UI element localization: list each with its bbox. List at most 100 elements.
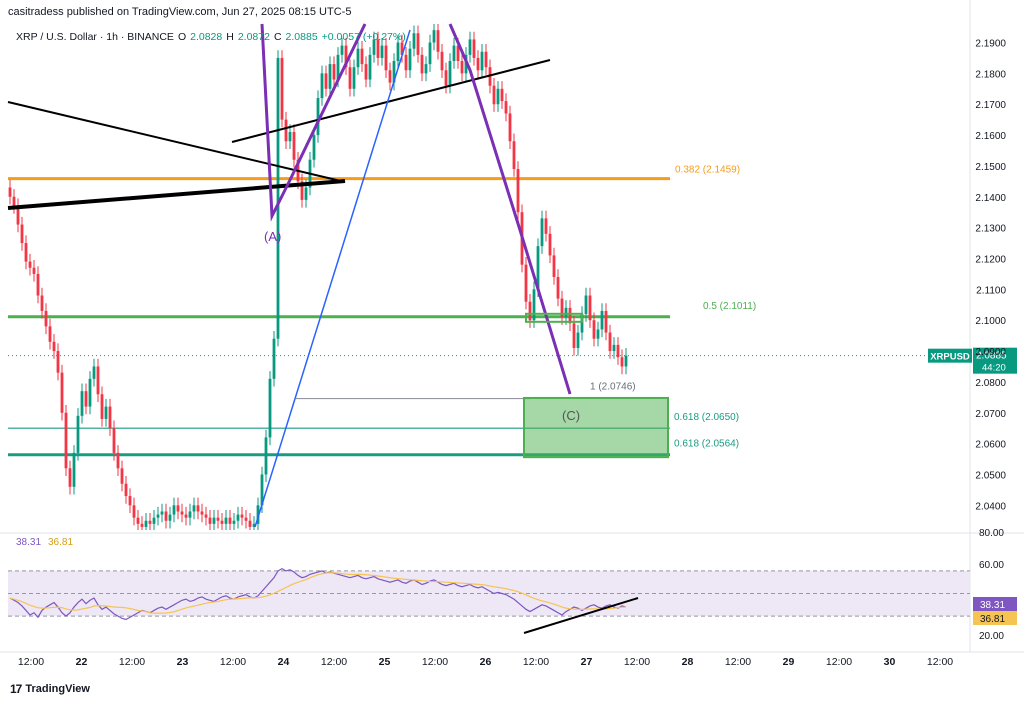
candle-up: [72, 445, 76, 495]
candle-body: [556, 277, 560, 299]
candle-down: [512, 133, 516, 177]
time-tick-label: 26: [480, 656, 492, 668]
price-tick-label: 2.1900: [975, 39, 1006, 50]
candle-body: [32, 267, 36, 274]
time-tick-label: 12:00: [826, 656, 852, 668]
candle-up: [428, 34, 432, 72]
candle-body: [256, 505, 260, 524]
candle-body: [332, 64, 336, 80]
candle-down: [136, 509, 140, 530]
candle-body: [424, 64, 428, 74]
candle-down: [60, 364, 64, 421]
candle-body: [124, 483, 128, 497]
time-tick-label: 27: [581, 656, 593, 668]
candle-up: [368, 47, 372, 88]
price-tick-label: 2.1000: [975, 316, 1006, 327]
fib-label-05: 0.5 (2.1011): [703, 301, 756, 312]
candle-up: [448, 53, 452, 94]
wave-c-entry-box: [525, 312, 583, 323]
candle-down: [524, 256, 528, 310]
candle-up: [160, 503, 164, 523]
candle-body: [172, 505, 176, 515]
rsi-pane: 38.31 36.81 80.00 60.00 20.00 38.31 36.81: [8, 528, 1017, 642]
candle-body: [12, 196, 16, 207]
rsi-ma-badge-text: 36.81: [980, 614, 1005, 625]
candle-up: [532, 281, 536, 328]
candle-up: [408, 40, 412, 78]
price-tick-label: 2.1500: [975, 162, 1006, 173]
candle-up: [212, 509, 216, 530]
candle-body: [452, 45, 456, 62]
candle-body: [348, 67, 352, 89]
candle-down: [96, 358, 100, 402]
candle-body: [536, 246, 540, 290]
candle-body: [292, 131, 296, 160]
target-zone-box: [523, 396, 669, 459]
rsi-tick-label: 60.00: [979, 560, 1004, 571]
candle-body: [368, 54, 372, 80]
symbol-legend[interactable]: XRP / U.S. Dollar · 1h · BINANCE O 2.0828…: [16, 31, 406, 43]
candle-body: [384, 45, 388, 71]
candle-body: [132, 505, 136, 518]
upper-channel-line: [231, 59, 551, 143]
candle-up: [252, 516, 256, 530]
candle-body: [400, 42, 404, 55]
elliott-wave-a: [260, 23, 367, 222]
candle-body: [416, 33, 420, 55]
candle-body: [136, 517, 140, 524]
candle-down: [140, 516, 144, 530]
candle-body: [360, 48, 364, 65]
fib-label-0382: 0.382 (2.1459): [675, 165, 740, 176]
candle-body: [500, 88, 504, 102]
candle-body: [312, 135, 316, 160]
candle-up: [468, 31, 472, 63]
candle-down: [360, 40, 364, 72]
candle-body: [596, 329, 600, 339]
candle-body: [72, 452, 76, 487]
candle-down: [48, 318, 52, 350]
candle-body: [572, 323, 576, 348]
candle-body: [584, 295, 588, 315]
candle-body: [84, 391, 88, 407]
candle-down: [204, 506, 208, 526]
drawing-overlays-back: 0.382 (2.1459) 0.5 (2.1011) 0.618 (2.0650)…: [8, 165, 970, 459]
candle-body: [516, 169, 520, 213]
candle-up: [188, 503, 192, 526]
candle-down: [44, 303, 48, 335]
fib-label-0618-a: 0.618 (2.0650): [674, 412, 739, 423]
candle-up: [356, 40, 360, 75]
descending-trendline: [7, 101, 346, 183]
candle-up: [272, 330, 276, 387]
ascending-trendline: [7, 179, 346, 210]
candle-down: [176, 497, 180, 520]
candle-up: [624, 347, 628, 375]
candle-body: [604, 310, 608, 333]
candle-down: [476, 50, 480, 78]
tradingview-footer[interactable]: 17 TradingView: [10, 682, 90, 696]
candle-up: [412, 25, 416, 57]
candle-up: [372, 31, 376, 63]
candle-up: [424, 56, 428, 82]
candle-body: [392, 61, 396, 83]
time-tick-label: 12:00: [18, 656, 44, 668]
candle-body: [40, 295, 44, 311]
candle-down: [24, 235, 28, 270]
candle-down: [208, 509, 212, 530]
candle-up: [144, 513, 148, 530]
candle-down: [120, 460, 124, 492]
candle-down: [132, 497, 136, 526]
candle-body: [24, 243, 28, 262]
candle-down: [500, 81, 504, 109]
candle-down: [40, 287, 44, 319]
candle-body: [180, 511, 184, 515]
candle-down: [548, 226, 552, 264]
time-tick-label: 12:00: [624, 656, 650, 668]
candle-down: [200, 503, 204, 523]
candle-body: [456, 45, 460, 62]
candle-body: [352, 67, 356, 89]
candle-body: [468, 39, 472, 55]
price-tick-label: 2.0500: [975, 470, 1006, 481]
candle-body: [548, 233, 552, 256]
candle-down: [196, 497, 200, 520]
